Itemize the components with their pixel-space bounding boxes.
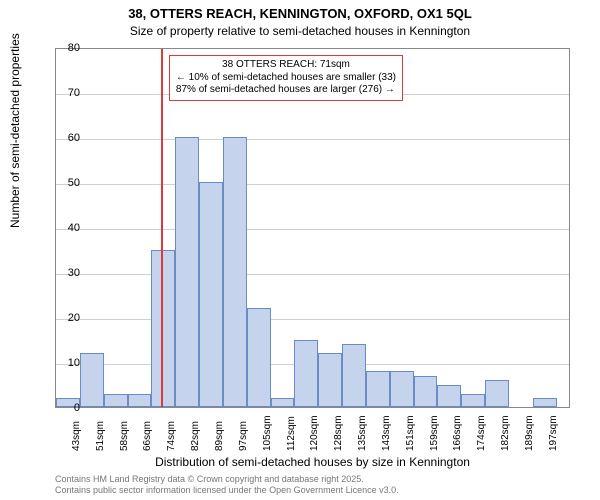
xtick-label: 97sqm	[238, 421, 249, 451]
y-axis-label: Number of semi-detached properties	[8, 33, 22, 228]
histogram-bar	[128, 394, 152, 408]
xtick-label: 135sqm	[357, 415, 368, 451]
gridline-h	[56, 139, 569, 140]
ytick-label: 20	[50, 312, 80, 324]
histogram-bar	[104, 394, 128, 408]
xtick-label: 182sqm	[500, 415, 511, 451]
footer-line-2: Contains public sector information licen…	[55, 485, 399, 496]
plot-area: 38 OTTERS REACH: 71sqm← 10% of semi-deta…	[55, 48, 570, 408]
histogram-bar	[390, 371, 414, 407]
xtick-label: 112sqm	[286, 416, 297, 451]
ytick-label: 30	[50, 267, 80, 279]
annotation-smaller: ← 10% of semi-detached houses are smalle…	[176, 72, 396, 85]
ytick-label: 0	[50, 402, 80, 414]
xtick-label: 105sqm	[262, 415, 273, 451]
chart-container: 38, OTTERS REACH, KENNINGTON, OXFORD, OX…	[0, 0, 600, 500]
histogram-bar	[80, 353, 104, 407]
annotation-larger: 87% of semi-detached houses are larger (…	[176, 84, 396, 97]
ytick-label: 60	[50, 132, 80, 144]
xtick-label: 120sqm	[309, 415, 320, 451]
xtick-label: 89sqm	[214, 421, 225, 451]
histogram-bar	[366, 371, 390, 407]
annotation-box: 38 OTTERS REACH: 71sqm← 10% of semi-deta…	[169, 55, 403, 101]
ytick-label: 40	[50, 222, 80, 234]
xtick-label: 51sqm	[95, 421, 106, 451]
ytick-label: 80	[50, 42, 80, 54]
histogram-bar	[461, 394, 485, 408]
gridline-h	[56, 184, 569, 185]
chart-title-sub: Size of property relative to semi-detach…	[0, 24, 600, 38]
chart-title-main: 38, OTTERS REACH, KENNINGTON, OXFORD, OX…	[0, 6, 600, 21]
histogram-bar	[485, 380, 509, 407]
xtick-label: 66sqm	[142, 421, 153, 451]
reference-line	[161, 49, 163, 407]
histogram-bar	[342, 344, 366, 407]
ytick-label: 70	[50, 87, 80, 99]
histogram-bar	[414, 376, 438, 408]
footer-attribution: Contains HM Land Registry data © Crown c…	[55, 474, 399, 496]
gridline-h	[56, 274, 569, 275]
xtick-label: 82sqm	[190, 421, 201, 451]
xtick-label: 189sqm	[524, 415, 535, 451]
x-axis-label: Distribution of semi-detached houses by …	[55, 455, 570, 469]
ytick-label: 10	[50, 357, 80, 369]
xtick-label: 159sqm	[429, 415, 440, 451]
xtick-label: 151sqm	[405, 415, 416, 451]
histogram-bar	[175, 137, 199, 407]
xtick-label: 43sqm	[71, 421, 82, 451]
annotation-title: 38 OTTERS REACH: 71sqm	[176, 59, 396, 72]
xtick-label: 174sqm	[476, 415, 487, 451]
histogram-bar	[318, 353, 342, 407]
histogram-bar	[271, 398, 295, 407]
histogram-bar	[294, 340, 318, 408]
ytick-label: 50	[50, 177, 80, 189]
xtick-label: 197sqm	[548, 415, 559, 451]
gridline-h	[56, 319, 569, 320]
histogram-bar	[437, 385, 461, 408]
xtick-label: 74sqm	[166, 421, 177, 451]
histogram-bar	[151, 250, 175, 408]
histogram-bar	[533, 398, 557, 407]
xtick-label: 58sqm	[119, 421, 130, 451]
gridline-h	[56, 229, 569, 230]
xtick-label: 128sqm	[333, 415, 344, 451]
xtick-label: 166sqm	[452, 415, 463, 451]
xtick-label: 143sqm	[381, 415, 392, 451]
histogram-bar	[247, 308, 271, 407]
histogram-bar	[199, 182, 223, 407]
footer-line-1: Contains HM Land Registry data © Crown c…	[55, 474, 399, 485]
histogram-bar	[223, 137, 247, 407]
